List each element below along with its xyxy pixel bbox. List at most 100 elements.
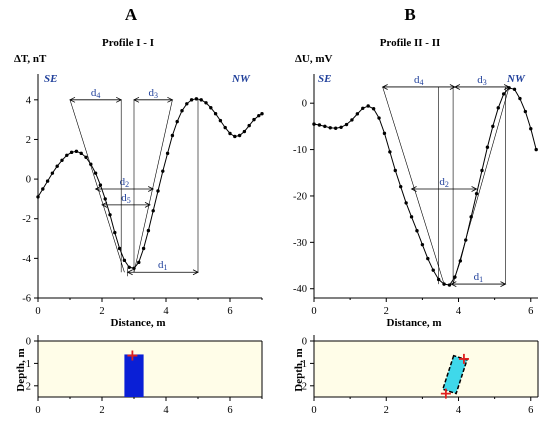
chart-a-data-point [84,155,88,159]
chart-b-data-point [366,104,370,108]
chart-b-annotation-d2-arrow-right [471,186,478,192]
chart-a-data-point [156,189,160,193]
chart-b-data-point [426,256,430,261]
chart-a-data-point [79,151,83,156]
chart-a-annotation-d1-label: d1 [158,259,168,272]
chart-a-series-line [37,98,263,269]
chart-a-data-point [185,102,189,106]
chart-b-data-point [399,184,403,189]
chart-b-corner-left: SE [318,73,331,85]
panel-letter-b: B [404,5,415,24]
chart-b-data-point [534,147,538,152]
chart-b-data-point [529,127,533,131]
chart-a-annotation-d4-label: d4 [91,87,101,100]
chart-b-x-tick-label: 2 [384,306,389,317]
chart-b-annotation-d1-arrow-left [450,281,457,287]
chart-a-data-point [122,258,127,263]
model-a-x-tick-label: 2 [99,405,104,416]
chart-a-data-point [165,151,170,156]
chart-b-series-line [313,87,537,286]
chart-b-x-tick-label: 6 [528,306,533,317]
model-b-x-tick-label: 0 [311,405,316,416]
chart-a-data-point [204,101,208,105]
model-a-y-tick-label: 1 [26,359,31,370]
model-a-source-marker [127,350,138,361]
chart-a-data-point [247,123,251,128]
chart-a-data-point [98,183,103,187]
chart-b-corner-right: NW [506,73,526,85]
chart-a-construction-line [69,99,125,273]
chart-b-annotation-d4-arrow-left [381,84,388,90]
model-b-y-tick-label: 1 [302,359,307,370]
model-b-source-marker [440,388,451,399]
chart-a-data-point [175,119,179,124]
chart-b-data-point [474,191,479,196]
model-b-x-tick-label: 4 [456,405,462,416]
chart-a-data-point [260,111,264,116]
chart-a-data-point [55,164,59,168]
chart-b-data-point [518,96,522,101]
chart-a-data-point [137,260,141,265]
chart-b-y-tick-label: 0 [302,99,307,110]
chart-b-construction-line [452,86,510,285]
chart-a-data-point [213,111,218,116]
model-b-y-tick-label: 2 [302,381,307,392]
chart-b-y-tick-label: -20 [293,191,307,202]
chart-a-y-tick-label: -4 [22,254,31,265]
chart-b-construction-line [382,86,445,285]
chart-a-data-point [141,246,146,251]
chart-b-y-tick-label: -10 [293,145,307,156]
chart-a-data-point [103,197,107,201]
chart-b-annotation-d3-label: d3 [477,74,487,87]
chart-a-y-tick-label: 2 [26,135,31,146]
model-b-source-marker [458,353,469,364]
panel-a-title: Profile I - I [102,37,154,49]
chart-a-data-point [50,171,55,175]
chart-b-data-point [317,123,322,127]
model-a-x-tick-label: 6 [227,405,232,416]
chart-a-data-point [60,158,64,162]
chart-b-data-point [333,126,338,130]
model-b-x-tick-label: 2 [384,405,389,416]
chart-a-annotation-d5-arrow-right [144,201,151,208]
chart-b-y-tick-label: -30 [293,238,307,249]
chart-a-x-tick-label: 4 [163,306,169,317]
chart-a-y-tick-label: 4 [26,95,32,106]
chart-b-data-point [501,92,506,96]
chart-b-data-point [377,116,381,120]
chart-b-annotation-d3-arrow-left [454,84,461,90]
chart-a-annotation-d3-label: d3 [148,87,158,100]
model-a-source-body [124,354,144,397]
chart-b-data-point [480,168,484,173]
chart-b-ylabel: ΔU, mV [295,53,333,65]
chart-a-xlabel: Distance, m [111,317,166,329]
chart-b-data-point [409,215,414,219]
chart-b-data-point [491,124,495,129]
chart-a-data-point [209,106,213,110]
panel-b-title: Profile II - II [380,37,441,49]
chart-b-data-point [388,150,392,154]
chart-a-annotation-d5-arrow-left [101,201,108,208]
chart-a-data-point [45,179,50,183]
chart-a-data-point [36,195,40,199]
chart-a-data-point [93,171,98,175]
chart-b-data-point [485,145,490,149]
chart-a-y-tick-label: -2 [22,214,31,225]
chart-b-x-tick-label: 4 [456,306,462,317]
chart-b-data-point [323,124,327,129]
chart-b-x-tick-label: 0 [311,306,316,317]
chart-b-data-point [431,268,435,272]
model-a-y-tick-label: 0 [26,337,31,348]
chart-b-annotation-d1-label: d1 [474,271,484,284]
chart-a-data-point [170,133,175,138]
chart-a-data-point [228,131,232,136]
chart-a-data-point [194,97,199,101]
chart-a-data-point [199,98,203,102]
chart-a-x-tick-label: 2 [99,306,104,317]
chart-b-data-point [382,131,387,136]
model-b-source-body [441,354,468,395]
chart-a-annotation-d5-label: d5 [121,192,131,205]
chart-a-data-point [41,187,45,191]
